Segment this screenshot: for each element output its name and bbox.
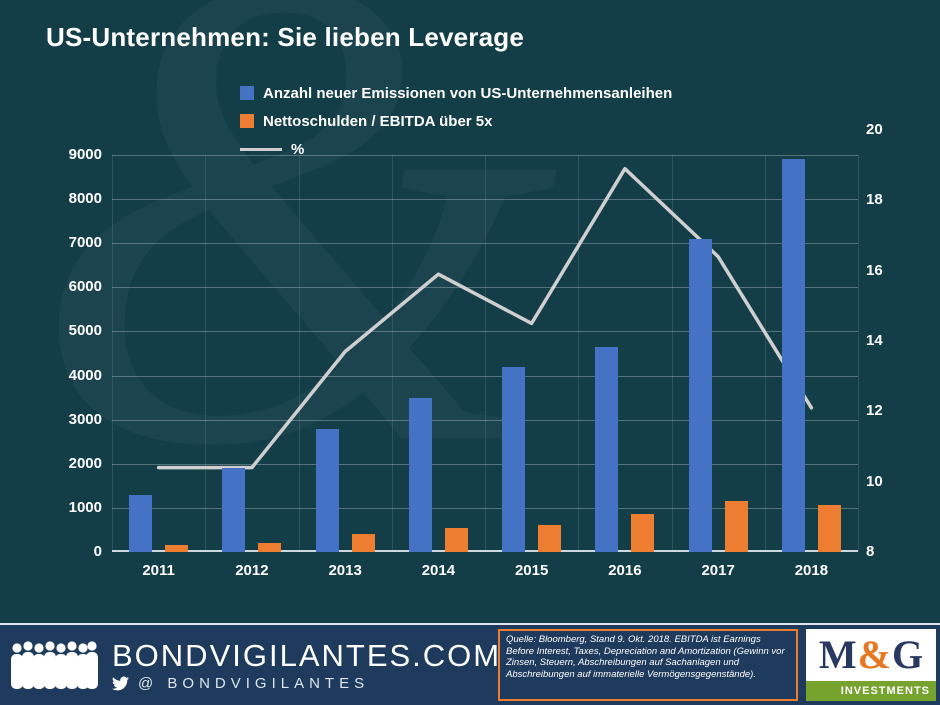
mg-logo-letters: M & G bbox=[806, 629, 936, 681]
x-axis-label-2018: 2018 bbox=[794, 562, 829, 579]
footer-bar: BONDVIGILANTES.COM @ BONDVIGILANTES Quel… bbox=[0, 623, 940, 705]
bondvigilantes-site-label[interactable]: BONDVIGILANTES.COM bbox=[112, 637, 502, 673]
left-axis-tick: 7000 bbox=[68, 234, 102, 252]
left-axis-tick: 2000 bbox=[68, 454, 102, 472]
mg-logo-g: G bbox=[891, 632, 924, 677]
bar-orange-2015 bbox=[538, 524, 562, 552]
right-axis-tick: 10 bbox=[866, 472, 883, 490]
bar-orange-2016 bbox=[631, 513, 655, 552]
legend-label-percent: % bbox=[291, 140, 305, 158]
gridline-horizontal bbox=[112, 243, 858, 245]
bar-blue-2013 bbox=[315, 428, 339, 552]
x-axis-label-2016: 2016 bbox=[608, 562, 642, 579]
legend-swatch-blue bbox=[240, 86, 254, 100]
gridline-vertical bbox=[485, 155, 486, 552]
bar-blue-2012 bbox=[222, 468, 246, 552]
gridline-horizontal bbox=[112, 155, 858, 156]
gridline-horizontal bbox=[112, 375, 858, 377]
mg-logo-area: M & G INVESTMENTS bbox=[802, 625, 940, 705]
left-axis-tick: 4000 bbox=[68, 366, 102, 384]
gridline-horizontal bbox=[112, 419, 858, 421]
bar-orange-2014 bbox=[444, 527, 468, 552]
right-axis-tick: 20 bbox=[866, 121, 883, 138]
people-icon bbox=[11, 641, 98, 689]
gridline-vertical bbox=[391, 155, 393, 552]
plot-area bbox=[112, 130, 859, 552]
legend-label-emissions: Anzahl neuer Emissionen von US-Unternehm… bbox=[263, 84, 673, 102]
source-note: Quelle: Bloomberg, Stand 9. Okt. 2018. E… bbox=[498, 629, 798, 701]
gridline-horizontal bbox=[112, 287, 858, 289]
twitter-icon bbox=[112, 676, 129, 690]
gridline-vertical bbox=[764, 155, 766, 552]
gridline-vertical bbox=[298, 155, 300, 552]
bar-blue-2018 bbox=[781, 159, 805, 552]
gridline-horizontal bbox=[112, 463, 858, 465]
chart-title: US-Unternehmen: Sie lieben Leverage bbox=[46, 22, 525, 52]
mg-logo-ampersand: & bbox=[857, 632, 891, 677]
gridline-vertical bbox=[578, 155, 580, 552]
gridline-horizontal bbox=[112, 507, 858, 509]
twitter-handle-label: @ BONDVIGILANTES bbox=[138, 674, 370, 692]
x-axis-label-2012: 2012 bbox=[235, 562, 269, 579]
gridline-vertical bbox=[112, 155, 113, 552]
right-axis-tick: 18 bbox=[866, 191, 883, 209]
bar-blue-2017 bbox=[688, 238, 712, 552]
bar-blue-2011 bbox=[129, 494, 153, 552]
twitter-handle-row[interactable]: @ BONDVIGILANTES bbox=[112, 675, 501, 692]
legend-item-netdebt: Nettoschulden / EBITDA über 5x bbox=[240, 112, 672, 130]
x-axis-labels: 2011 2012 2013 2014 2015 2016 2017 2018 bbox=[112, 562, 858, 579]
mg-logo-m: M bbox=[818, 632, 857, 677]
left-axis-tick: 5000 bbox=[68, 322, 102, 340]
x-axis-label-2017: 2017 bbox=[701, 562, 735, 579]
chart-area: 0 1000 2000 3000 4000 5000 6000 7000 8000 9000 8 1… bbox=[0, 121, 940, 560]
gridline-vertical bbox=[858, 155, 859, 552]
bar-blue-2014 bbox=[408, 397, 432, 552]
footer-brand-text: BONDVIGILANTES.COM @ BONDVIGILANTES bbox=[112, 637, 502, 692]
x-axis-line bbox=[112, 550, 858, 552]
left-axis-tick: 0 bbox=[93, 543, 102, 560]
legend-item-emissions: Anzahl neuer Emissionen von US-Unternehm… bbox=[240, 84, 672, 102]
mg-investments-label: INVESTMENTS bbox=[806, 681, 936, 701]
bar-orange-2017 bbox=[724, 501, 748, 552]
left-axis-tick: 8000 bbox=[68, 190, 102, 208]
bar-blue-2015 bbox=[502, 366, 526, 552]
x-axis-label-2015: 2015 bbox=[514, 562, 549, 579]
left-axis-tick: 1000 bbox=[68, 498, 102, 516]
gridline-vertical bbox=[671, 155, 673, 552]
legend-swatch-orange bbox=[240, 114, 254, 128]
left-axis-tick: 3000 bbox=[68, 410, 102, 428]
footer-brand-section: BONDVIGILANTES.COM @ BONDVIGILANTES bbox=[0, 625, 502, 705]
right-axis-tick: 14 bbox=[866, 332, 883, 349]
bar-orange-2011 bbox=[165, 545, 189, 552]
right-axis-tick: 8 bbox=[866, 543, 875, 560]
right-axis-tick: 12 bbox=[866, 402, 883, 420]
bar-blue-2016 bbox=[595, 346, 619, 552]
bar-orange-2018 bbox=[817, 504, 841, 552]
gridline-vertical bbox=[205, 155, 207, 552]
legend-swatch-line bbox=[240, 147, 282, 151]
left-axis-tick: 9000 bbox=[68, 146, 102, 163]
legend-label-netdebt: Nettoschulden / EBITDA über 5x bbox=[263, 112, 493, 130]
x-axis-label-2013: 2013 bbox=[328, 562, 362, 579]
bar-orange-2013 bbox=[351, 534, 375, 552]
x-axis-label-2011: 2011 bbox=[142, 562, 175, 579]
chart-legend: Anzahl neuer Emissionen von US-Unternehm… bbox=[240, 84, 672, 158]
mg-logo: M & G INVESTMENTS bbox=[806, 629, 936, 701]
gridline-horizontal bbox=[112, 331, 858, 333]
legend-item-percent: % bbox=[240, 140, 672, 158]
gridline-horizontal bbox=[112, 199, 858, 201]
bar-orange-2012 bbox=[258, 543, 282, 552]
x-axis-label-2014: 2014 bbox=[421, 562, 456, 579]
right-axis-tick: 16 bbox=[866, 261, 883, 279]
left-axis-tick: 6000 bbox=[68, 278, 102, 296]
